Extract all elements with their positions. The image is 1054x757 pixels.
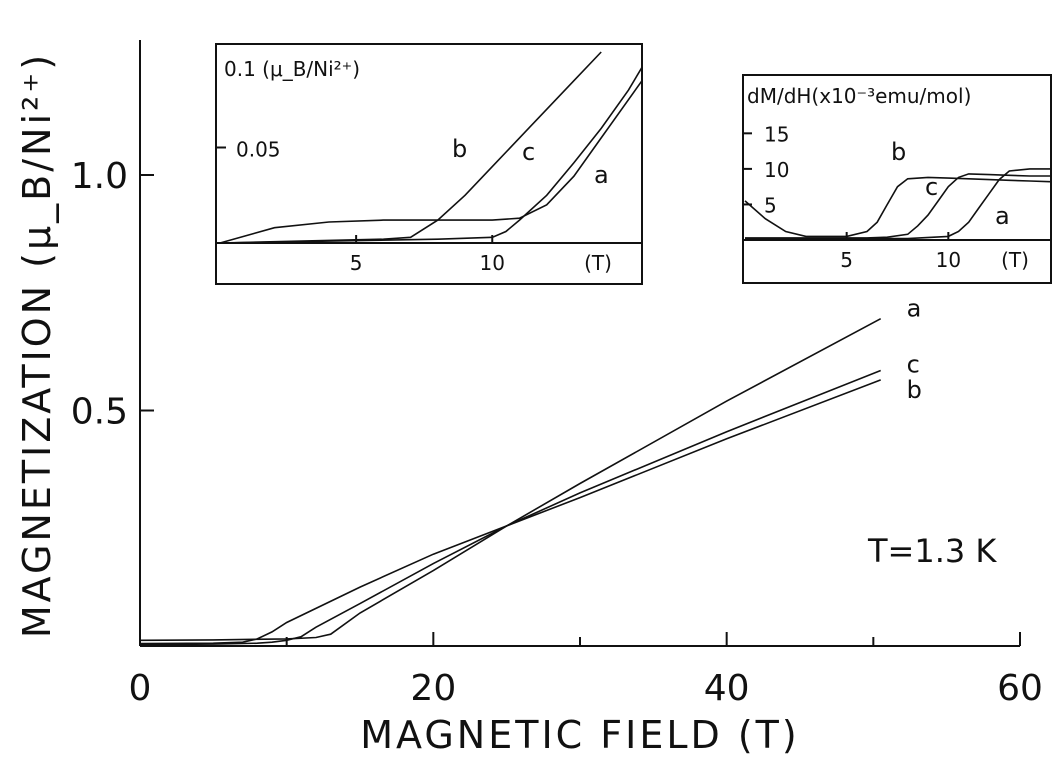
inset-y-tick-label: 15: [764, 122, 789, 146]
inset-curve-label-b: b: [452, 135, 467, 163]
inset-y-tick-label: 5: [764, 193, 777, 217]
x-tick-label: 20: [410, 668, 456, 709]
y-tick-label: 0.5: [71, 392, 128, 433]
inset-curve-label-b: b: [891, 138, 906, 166]
inset-x-tick-label: 10: [480, 251, 505, 275]
y-axis-title: MAGNETIZATION (μ_B/Ni²⁺): [15, 52, 59, 638]
curve-label-a: a: [907, 295, 922, 323]
inset-x-tick-label: 10: [936, 248, 961, 272]
x-axis-title: MAGNETIC FIELD (T): [360, 713, 799, 757]
x-tick-label: 0: [129, 668, 152, 709]
inset-curve-b: [744, 176, 1051, 238]
inset-curve-label-c: c: [925, 173, 938, 201]
curve-label-b: b: [907, 376, 922, 404]
inset-x-unit: (T): [584, 251, 612, 275]
temperature-label: T=1.3 K: [867, 532, 997, 570]
x-tick-label: 40: [704, 668, 750, 709]
inset-y-tick-label: 0.05: [236, 138, 281, 162]
inset-y-tick-label: 10: [764, 158, 789, 182]
inset-curve-label-a: a: [594, 161, 609, 189]
inset-y-title: 0.1 (μ_B/Ni²⁺): [224, 57, 360, 81]
inset-curve-label-a: a: [995, 202, 1010, 230]
inset-x-unit: (T): [1001, 248, 1029, 272]
inset-curve-c: [219, 66, 643, 244]
curve-c: [139, 369, 881, 646]
x-tick-label: 60: [997, 668, 1043, 709]
inset-x-tick-label: 5: [840, 248, 853, 272]
main-plot: 0 20 40 60 0.5 1.0 MAGNETIC FIELD (T) MAGNETIZA…: [15, 40, 1043, 757]
curve-a: [139, 317, 882, 642]
inset-y-title: dM/dH(x10⁻³emu/mol): [747, 84, 971, 108]
inset-derivative: 5 10 (T) 5 10 15 dM/dH(x10⁻³emu/mol) bc a: [742, 74, 1052, 284]
inset-magnetization: 5 10 (T) 0.05 0.1 (μ_B/Ni²⁺)a b c: [215, 43, 643, 285]
curve-b: [139, 379, 881, 645]
inset-x-tick-label: 5: [350, 251, 363, 275]
y-tick-label: 1.0: [71, 156, 128, 197]
inset-curve-label-c: c: [522, 138, 535, 166]
curve-label-c: c: [907, 350, 920, 378]
inset-curve-a: [745, 168, 1050, 240]
inset-curve-a: [219, 80, 643, 244]
